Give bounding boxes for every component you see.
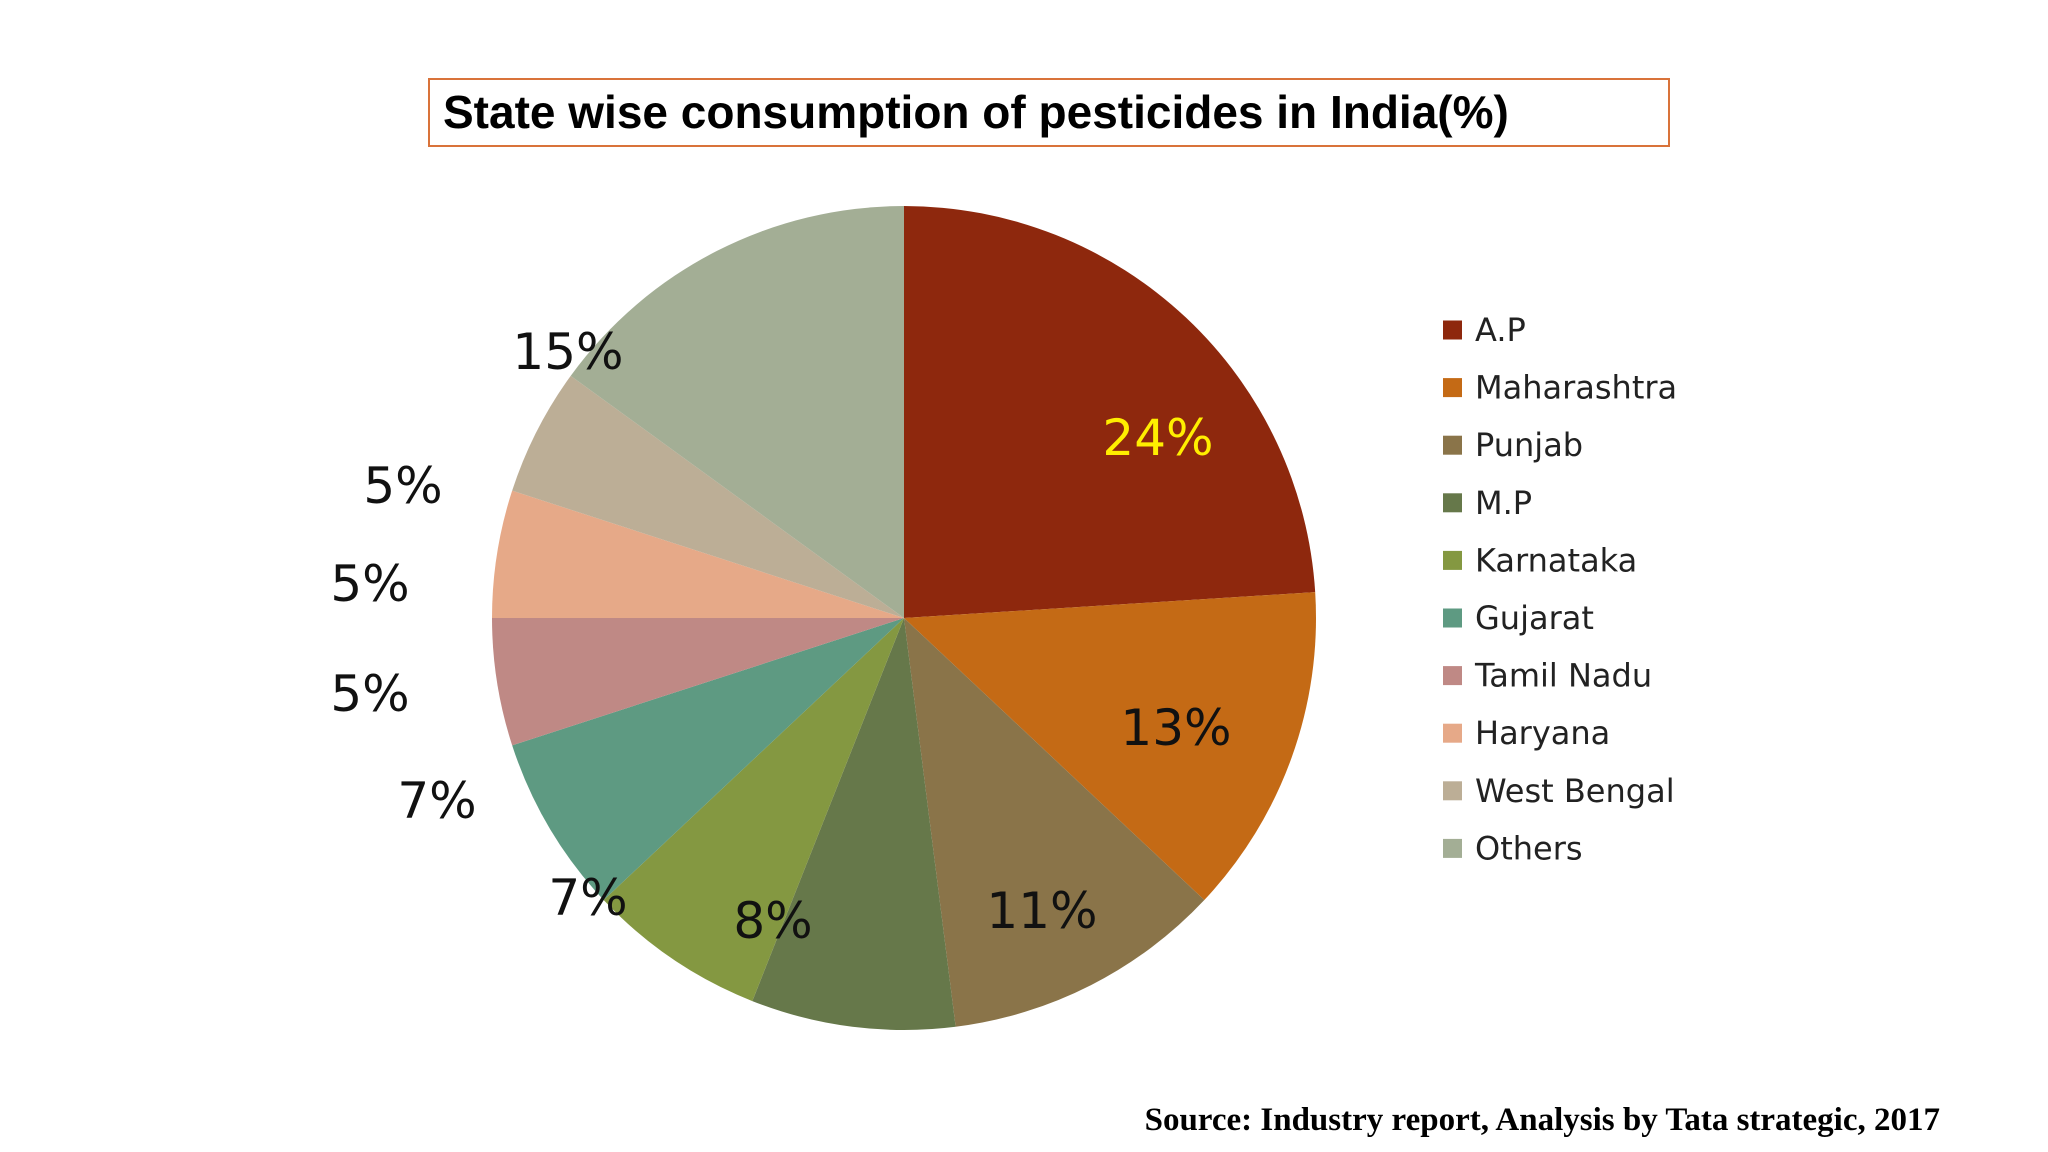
legend-swatch [1443,493,1462,513]
source-note: Source: Industry report, Analysis by Tat… [1145,1102,1940,1138]
legend-label: Maharashtra [1475,369,1677,407]
legend-item: Gujarat [1443,599,1594,637]
pie-slice-others [570,206,904,618]
slice-value-label: 15% [512,323,623,381]
legend: A.P Maharashtra Punjab M.P Karnataka Gujarat T… [1443,311,1677,867]
title-text: State wise consumption of pesticides in … [443,86,1509,138]
pie-slice-karnataka [603,618,904,1002]
legend-swatch [1443,838,1462,858]
legend-item: Haryana [1443,714,1610,752]
legend-item: West Bengal [1443,772,1675,810]
legend-label: M.P [1475,484,1532,522]
slice-value-label: 7% [548,869,627,927]
slice-value-label: 5% [363,457,442,515]
legend-swatch [1443,320,1462,340]
slice-value-label: 24% [1102,409,1213,467]
legend-item: Tamil Nadu [1443,657,1652,695]
legend-item: Punjab [1443,426,1583,464]
pie-slice-haryana [492,490,904,618]
slice-value-label: 5% [330,555,409,613]
slice-value-label: 8% [733,892,812,950]
legend-label: Others [1475,829,1583,867]
legend-label: Gujarat [1475,599,1594,637]
legend-item: Maharashtra [1443,369,1677,407]
legend-label: West Bengal [1475,772,1675,810]
legend-swatch [1443,781,1462,801]
pie-slice-maharashtra [904,592,1317,901]
legend-item: Others [1443,829,1583,867]
pie-slice-punjab [904,618,1205,1027]
pie-labels: 24% 13% 11% 8% 7% 7% 5% 5% 5% 15% [330,323,1231,950]
slice-value-label: 13% [1120,699,1231,757]
slice-value-label: 5% [330,665,409,723]
chart-title: State wise consumption of pesticides in … [428,78,1670,147]
legend-label: Tamil Nadu [1474,657,1652,695]
slice-value-label: 11% [986,882,1097,940]
legend-label: A.P [1475,311,1526,349]
legend-swatch [1443,378,1462,398]
pie-slice-m-p [752,618,956,1031]
legend-swatch [1443,608,1462,628]
pie-slice-west-bengal [512,375,904,618]
pie-slice-tamil-nadu [492,618,904,746]
legend-item: Karnataka [1443,541,1637,579]
legend-swatch [1443,435,1462,455]
title-border [428,78,1670,147]
legend-swatch [1443,723,1462,743]
legend-label: Punjab [1475,426,1583,464]
legend-swatch [1443,666,1462,686]
legend-label: Karnataka [1475,541,1637,579]
legend-item: M.P [1443,484,1532,522]
legend-label: Haryana [1475,714,1610,752]
legend-item: A.P [1443,311,1526,349]
pie-slice-gujarat [512,618,904,901]
pie-slices [492,206,1317,1031]
legend-swatch [1443,550,1462,570]
slice-value-label: 7% [397,772,476,830]
pie-slice-a-p [904,206,1316,618]
